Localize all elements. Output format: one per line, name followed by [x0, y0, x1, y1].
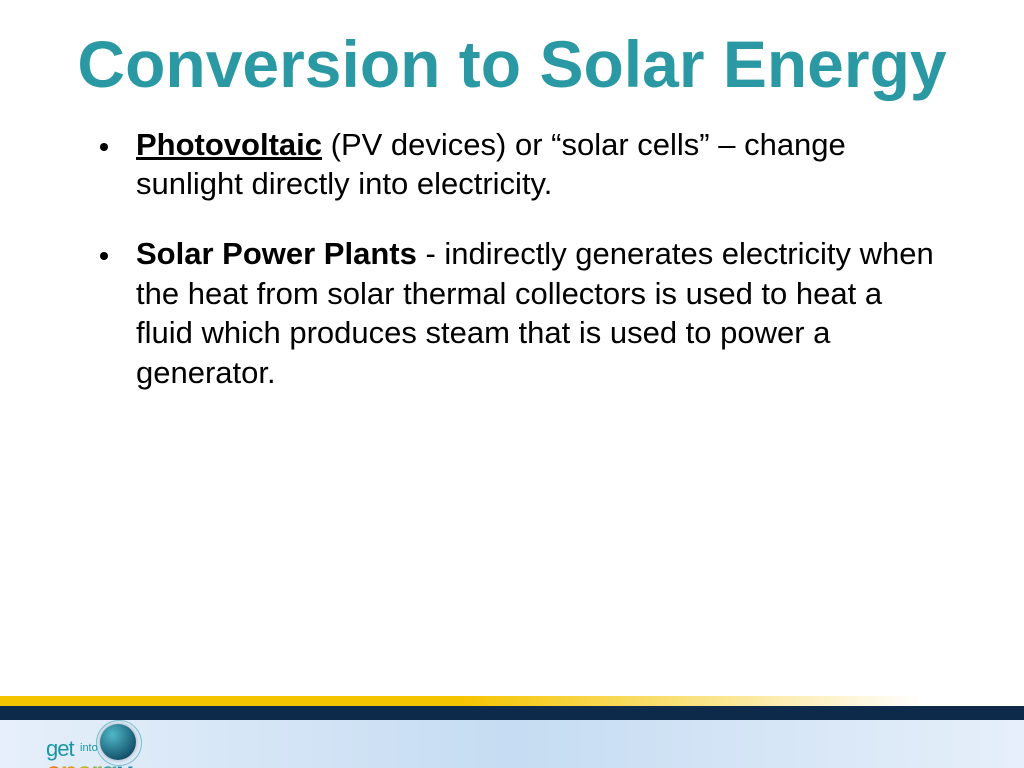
bullet-text: Photovoltaic (PV devices) or “solar cell…	[136, 125, 944, 204]
bullet-lead: Solar Power Plants	[136, 236, 417, 271]
footer: get into energy	[0, 676, 1024, 768]
slide: Conversion to Solar Energy Photovoltaic …	[0, 28, 1024, 768]
footer-band-yellow	[0, 696, 1024, 706]
bullet-lead: Photovoltaic	[136, 127, 322, 162]
slide-content: Photovoltaic (PV devices) or “solar cell…	[100, 125, 944, 393]
logo: get into energy	[46, 722, 186, 768]
logo-text-energy: energy	[46, 756, 132, 768]
bullet-item: Photovoltaic (PV devices) or “solar cell…	[100, 125, 944, 204]
bullet-dot-icon	[100, 143, 108, 151]
footer-band-navy	[0, 706, 1024, 720]
bullet-item: Solar Power Plants - indirectly generate…	[100, 234, 944, 393]
bullet-text: Solar Power Plants - indirectly generate…	[136, 234, 944, 393]
globe-icon	[100, 724, 136, 760]
slide-title: Conversion to Solar Energy	[60, 28, 964, 101]
bullet-dot-icon	[100, 252, 108, 260]
